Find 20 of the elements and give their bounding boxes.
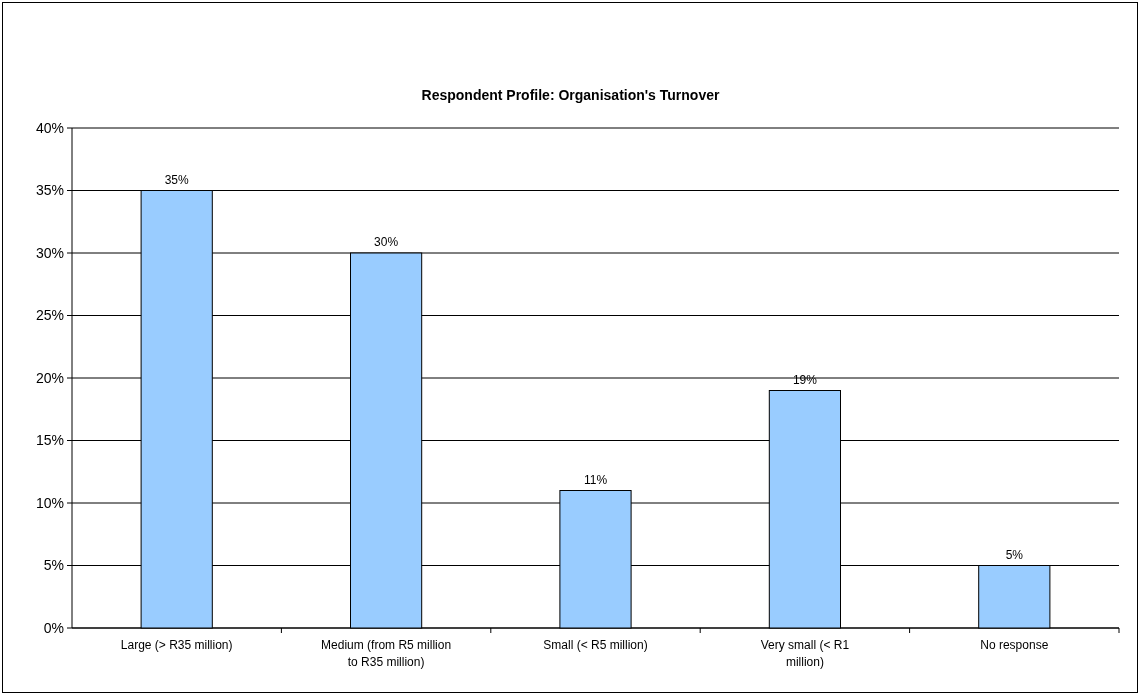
y-tick-label: 25% — [35, 307, 64, 324]
y-tick-label: 35% — [35, 182, 64, 199]
y-tick-label: 0% — [43, 619, 64, 636]
y-tick-label: 20% — [35, 369, 64, 386]
y-tick-label: 30% — [35, 244, 64, 261]
y-tick-label: 40% — [35, 119, 64, 136]
y-tick-label: 15% — [35, 432, 64, 449]
x-tick-label: Medium (from R5 million to R35 million) — [321, 638, 452, 669]
chart-title: Respondent Profile: Organisation's Turnover — [421, 87, 720, 103]
x-tick-label: Small (< R5 million) — [543, 638, 648, 652]
x-tick-label: Large (> R35 million) — [120, 638, 233, 652]
y-tick-label: 10% — [35, 494, 64, 511]
data-label: 19% — [792, 372, 818, 387]
x-tick-label: Very small (< R1 million) — [760, 638, 850, 669]
data-label: 5% — [1005, 547, 1024, 562]
data-label: 35% — [164, 172, 190, 187]
y-tick-label: 5% — [43, 557, 64, 574]
data-label: 11% — [583, 472, 608, 487]
x-tick-label: No response — [980, 638, 1049, 652]
data-label: 30% — [374, 235, 399, 249]
